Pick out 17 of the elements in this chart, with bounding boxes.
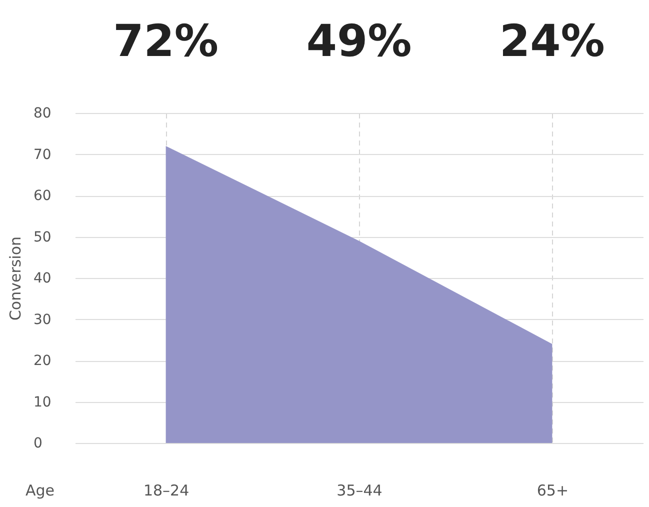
data-label: 24% xyxy=(500,16,605,67)
y-tick-label: 70 xyxy=(34,146,52,163)
y-tick-label: 50 xyxy=(34,229,52,246)
y-tick-label: 60 xyxy=(34,188,52,204)
x-axis-title: Age xyxy=(26,482,55,500)
data-label: 72% xyxy=(113,16,218,67)
y-tick-label: 30 xyxy=(34,312,52,328)
y-tick-label: 80 xyxy=(34,106,52,122)
x-tick-label: 18–24 xyxy=(143,482,190,500)
y-tick-label: 10 xyxy=(34,394,52,410)
x-tick-label: 65+ xyxy=(536,482,569,500)
x-tick-label: 35–44 xyxy=(336,482,382,500)
y-axis-title: Conversion xyxy=(6,236,24,321)
y-tick-label: 20 xyxy=(34,353,52,369)
y-tick-label: 40 xyxy=(34,270,52,286)
data-label: 49% xyxy=(306,16,412,67)
y-tick-label: 0 xyxy=(34,436,42,452)
